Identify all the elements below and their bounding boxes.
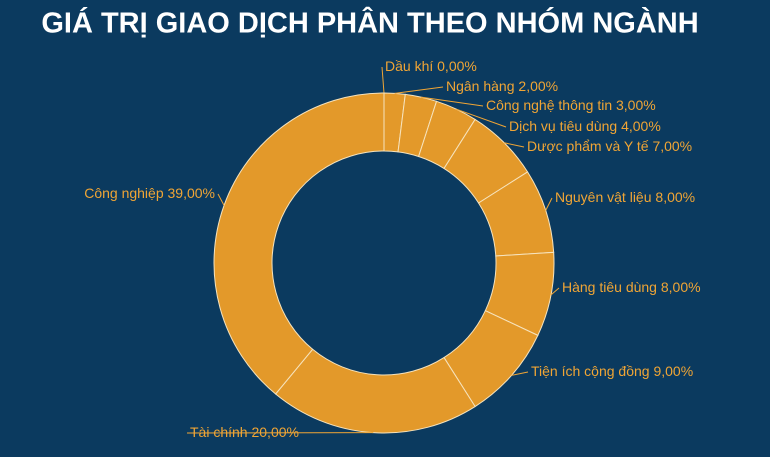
category-name: Công nghiệp xyxy=(84,185,164,201)
donut-slice xyxy=(213,92,385,395)
leader-line xyxy=(550,287,560,296)
value-label: 8,00% xyxy=(661,279,701,295)
leader-line xyxy=(421,96,484,107)
leader-line xyxy=(545,197,553,211)
leader-line xyxy=(381,66,385,94)
leader-line xyxy=(394,86,444,94)
data-label: Ngân hàng 2,00% xyxy=(446,78,558,94)
category-name: Dịch vụ tiêu dùng xyxy=(509,118,617,134)
category-name: Dầu khí xyxy=(385,58,433,74)
value-label: 7,00% xyxy=(652,138,692,154)
value-label: 0,00% xyxy=(437,58,477,74)
category-name: Ngân hàng xyxy=(446,78,515,94)
category-name: Tài chính xyxy=(190,424,248,440)
data-label: Hàng tiêu dùng 8,00% xyxy=(562,279,701,295)
leader-line xyxy=(504,142,525,148)
chart-title: GIÁ TRỊ GIAO DỊCH PHÂN THEO NHÓM NGÀNH xyxy=(41,6,698,40)
value-label: 8,00% xyxy=(655,189,695,205)
leader-line xyxy=(217,193,225,206)
data-label: Tiện ích cộng đồng 9,00% xyxy=(531,363,693,379)
category-name: Hàng tiêu dùng xyxy=(562,279,657,295)
category-name: Nguyên vật liệu xyxy=(555,189,652,205)
leader-line xyxy=(511,371,529,376)
data-label: Công nghệ thông tin 3,00% xyxy=(486,97,656,113)
value-label: 3,00% xyxy=(616,97,656,113)
data-label: Công nghiệp 39,00% xyxy=(84,185,215,201)
value-label: 4,00% xyxy=(621,118,661,134)
value-label: 39,00% xyxy=(168,185,215,201)
value-label: 9,00% xyxy=(653,363,693,379)
value-label: 20,00% xyxy=(251,424,298,440)
category-name: Công nghệ thông tin xyxy=(486,97,612,113)
category-name: Tiện ích cộng đồng xyxy=(531,363,650,379)
category-name: Dược phẩm và Y tế xyxy=(527,138,649,154)
data-label: Nguyên vật liệu 8,00% xyxy=(555,189,695,205)
data-label: Tài chính 20,00% xyxy=(190,424,299,440)
leader-line xyxy=(456,108,507,128)
data-label: Dầu khí 0,00% xyxy=(385,58,477,74)
data-label: Dịch vụ tiêu dùng 4,00% xyxy=(509,118,661,134)
data-label: Dược phẩm và Y tế 7,00% xyxy=(527,138,692,154)
value-label: 2,00% xyxy=(518,78,558,94)
